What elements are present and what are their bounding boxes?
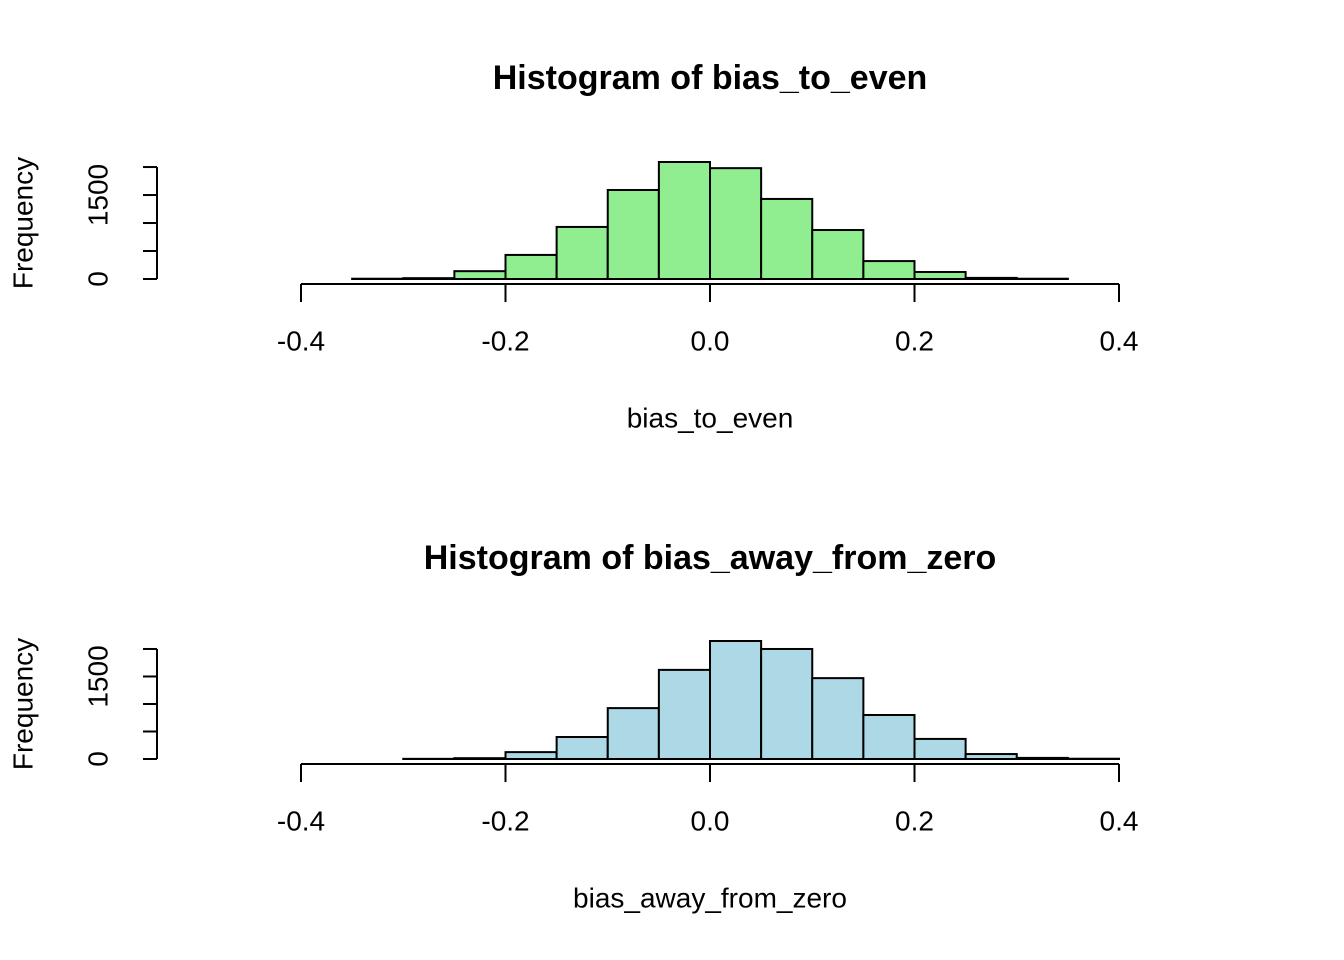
bar [453, 270, 507, 281]
y-axis-label: Frequency [7, 638, 38, 770]
bar [964, 276, 1018, 280]
y-tick-label: 0 [82, 751, 113, 767]
x-tick-label: 0.0 [691, 805, 730, 836]
bar [606, 707, 660, 760]
bar [709, 640, 763, 760]
bar [606, 188, 660, 280]
x-tick-label: -0.2 [481, 325, 529, 356]
bar [760, 647, 814, 760]
bar [657, 668, 711, 760]
x-tick-label: 0.2 [895, 805, 934, 836]
bar [504, 751, 558, 760]
bar [811, 229, 865, 280]
bar [862, 713, 916, 760]
bar [862, 260, 916, 280]
x-tick-label: 0.0 [691, 325, 730, 356]
bar [555, 735, 609, 761]
bar [964, 753, 1018, 760]
chart-title: Histogram of bias_to_even [493, 59, 928, 97]
y-axis-label: Frequency [7, 157, 38, 289]
bar [453, 757, 507, 760]
bar [657, 161, 711, 280]
x-axis-label: bias_to_even [627, 402, 794, 433]
x-tick-label: -0.4 [277, 325, 325, 356]
bar [913, 737, 967, 761]
x-tick-label: -0.2 [481, 805, 529, 836]
bar [709, 167, 763, 280]
y-tick-label: 0 [82, 271, 113, 287]
bar [811, 677, 865, 761]
x-tick-label: 0.4 [1100, 805, 1139, 836]
x-tick-label: 0.2 [895, 325, 934, 356]
bar [1015, 756, 1069, 761]
chart-title: Histogram of bias_away_from_zero [424, 539, 997, 577]
y-tick-label: 1500 [82, 164, 113, 226]
bar [760, 197, 814, 281]
bar [402, 277, 456, 280]
bar [555, 225, 609, 281]
bar [913, 271, 967, 280]
x-tick-label: -0.4 [277, 805, 325, 836]
bar [504, 253, 558, 280]
x-axis-label: bias_away_from_zero [573, 882, 847, 913]
y-tick-label: 1500 [82, 645, 113, 707]
x-tick-label: 0.4 [1100, 325, 1139, 356]
